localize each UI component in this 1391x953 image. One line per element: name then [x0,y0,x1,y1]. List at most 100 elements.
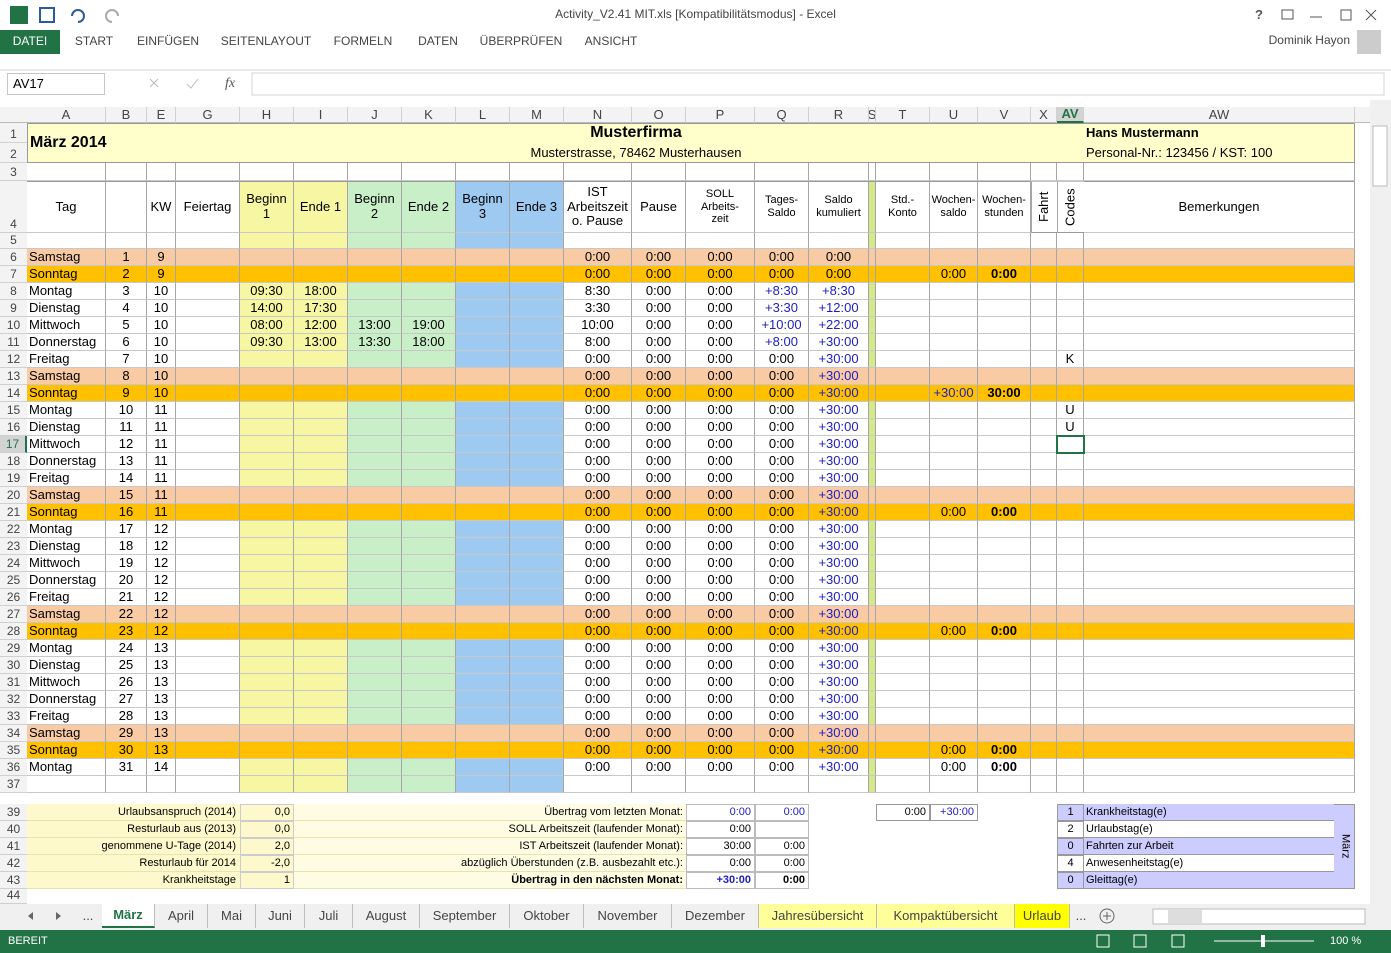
sheet-tab[interactable]: Dezember [672,904,759,928]
column-header[interactable]: V [978,107,1031,123]
row-header[interactable]: 13 [0,368,27,385]
ribbon-tab[interactable]: EINFÜGEN [136,34,199,49]
v-scroll-thumb[interactable] [1372,125,1388,187]
row-header[interactable]: 44 [0,889,27,904]
row-header[interactable]: 32 [0,691,27,708]
column-header[interactable]: N [564,107,632,123]
row-header[interactable]: 30 [0,657,27,674]
sheet-tab[interactable]: Juni [256,904,305,928]
column-header[interactable]: T [876,107,930,123]
sheet-tab[interactable]: Kompaktübersicht [877,904,1015,928]
row-header[interactable]: 10 [0,317,27,334]
ribbon-tab[interactable]: DATEN [418,34,458,49]
sheet-tab[interactable]: April [155,904,208,928]
row-header[interactable]: 27 [0,606,27,623]
row-header[interactable]: 2 [0,143,27,163]
layout-view[interactable] [1133,934,1147,948]
row-header[interactable]: 19 [0,470,27,487]
close[interactable] [1365,9,1377,21]
zoom-thumb[interactable] [1261,935,1265,947]
column-header[interactable]: K [402,107,456,123]
normal-view[interactable] [1096,934,1110,948]
selected-cell[interactable] [1056,435,1085,454]
row-header[interactable]: 41 [0,838,27,855]
tab-more[interactable]: ... [82,907,94,923]
row-header[interactable]: 42 [0,855,27,872]
row-header[interactable]: 7 [0,266,27,283]
sheet-tab[interactable]: November [584,904,672,928]
row-header[interactable]: 43 [0,872,27,889]
column-header[interactable]: Q [755,107,809,123]
row-header[interactable]: 33 [0,708,27,725]
ribbon-tab[interactable]: ANSICHT [584,34,638,49]
column-header[interactable]: S [869,107,876,123]
row-header[interactable]: 14 [0,385,27,402]
row-header[interactable]: 29 [0,640,27,657]
column-header[interactable]: AV [1057,107,1084,123]
row-header[interactable]: 8 [0,283,27,300]
break-view[interactable] [1171,934,1185,948]
row-header[interactable]: 22 [0,521,27,538]
row-header[interactable]: 40 [0,821,27,838]
row-header[interactable]: 15 [0,402,27,419]
column-header[interactable]: G [176,107,240,123]
user-name[interactable]: Dominik Hayon [1268,33,1350,48]
zoom-level[interactable]: 100 % [1330,935,1362,948]
ribbon-tab[interactable]: START [74,34,114,49]
row-header[interactable]: 24 [0,555,27,572]
formula-input[interactable] [251,72,1385,96]
row-header[interactable]: 20 [0,487,27,504]
redo-icon[interactable] [105,9,119,23]
row-header[interactable]: 36 [0,759,27,776]
row-header[interactable]: 21 [0,504,27,521]
column-header[interactable]: B [106,107,147,123]
column-header[interactable]: I [294,107,348,123]
sheet-tab[interactable]: August [353,904,420,928]
ribbon-tab[interactable]: FORMELN [333,34,393,49]
sheet-tab[interactable]: Urlaub [1015,904,1070,928]
add-sheet[interactable] [1099,908,1115,924]
ribbon-options[interactable] [1281,9,1294,20]
column-header[interactable]: J [348,107,402,123]
row-header[interactable]: 11 [0,334,27,351]
column-header[interactable]: R [809,107,869,123]
row-header[interactable]: 6 [0,249,27,266]
column-header[interactable]: X [1031,107,1057,123]
maximize[interactable] [1340,9,1352,21]
row-header[interactable]: 37 [0,776,27,793]
row-header[interactable]: 23 [0,538,27,555]
column-header[interactable]: A [27,107,106,123]
v-scrollbar[interactable] [1370,100,1391,904]
row-header[interactable]: 28 [0,623,27,640]
row-header[interactable]: 39 [0,804,27,821]
h-scrollbar[interactable] [1152,908,1366,925]
sheet-tab[interactable]: Jahresübersicht [759,904,877,928]
sheet-tab[interactable]: Mai [208,904,256,928]
row-header[interactable]: 31 [0,674,27,691]
column-header[interactable]: P [686,107,755,123]
row-header[interactable]: 5 [0,233,27,249]
h-scroll-thumb[interactable] [1168,910,1202,923]
column-header[interactable]: E [147,107,176,123]
ribbon-tab[interactable]: DATEI [0,30,60,54]
row-header[interactable]: 26 [0,589,27,606]
row-header[interactable]: 16 [0,419,27,436]
sheet-tab[interactable]: September [420,904,510,928]
help-button[interactable]: ? [1255,6,1263,22]
row-header[interactable]: 3 [0,163,27,181]
tab-more[interactable]: ... [1075,907,1087,923]
row-header[interactable]: 35 [0,742,27,759]
name-box[interactable]: AV17 [7,73,105,95]
row-header[interactable]: 1 [0,123,27,143]
column-header[interactable]: M [510,107,564,123]
row-header[interactable]: 9 [0,300,27,317]
row-header[interactable]: 17 [0,436,27,453]
row-header[interactable]: 34 [0,725,27,742]
ribbon-tab[interactable]: SEITENLAYOUT [220,34,312,49]
row-header[interactable]: 18 [0,453,27,470]
sheet-tab[interactable]: März [102,904,155,928]
sheet-tab[interactable]: Oktober [510,904,584,928]
ribbon-tab[interactable]: ÜBERPRÜFEN [479,34,563,49]
column-header[interactable]: AW [1084,107,1355,123]
avatar[interactable] [1357,30,1381,54]
